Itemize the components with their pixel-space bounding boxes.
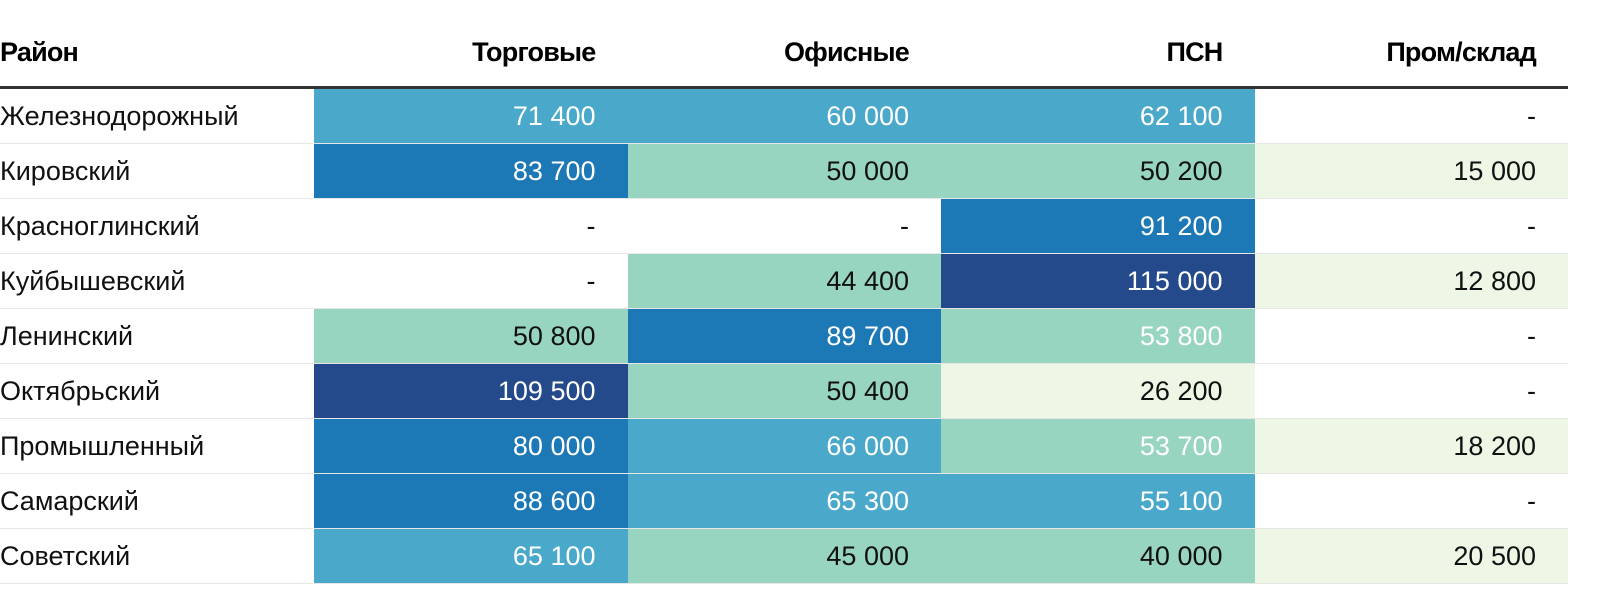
table-row: Промышленный 80 000 66 000 53 700 18 200 xyxy=(0,418,1568,474)
table-row: Красноглинский - -91 200- xyxy=(0,198,1568,254)
table-row: Ленинский 50 800 89 700 53 800- xyxy=(0,308,1568,364)
cell-retail: - xyxy=(314,253,628,309)
cell-psn: 55 100 xyxy=(941,473,1255,529)
cell-industrial: - xyxy=(1254,87,1568,144)
heatmap-table: Район Торговые Офисные ПСН Пром/склад Же… xyxy=(0,18,1568,584)
cell-psn: 62 100 xyxy=(941,87,1255,144)
cell-office: 50 000 xyxy=(627,143,941,199)
table-row: Куйбышевский -44 400 115 000 12 800 xyxy=(0,253,1568,309)
cell-psn: 53 800 xyxy=(941,308,1255,364)
table-row: Самарский 88 600 65 300 55 100- xyxy=(0,473,1568,529)
cell-psn: 26 200 xyxy=(941,363,1255,419)
cell-retail: 71 400 xyxy=(314,87,628,144)
cell-retail: 80 000 xyxy=(314,418,628,474)
cell-retail: 65 100 xyxy=(314,528,628,584)
district-name: Самарский xyxy=(0,473,314,529)
cell-office: 66 000 xyxy=(627,418,941,474)
cell-industrial: 20 500 xyxy=(1254,528,1568,584)
district-name: Промышленный xyxy=(0,418,314,474)
district-name: Октябрьский xyxy=(0,363,314,419)
column-header-industrial: Пром/склад xyxy=(1254,18,1568,89)
table-row: Кировский 83 700 50 000 50 200 15 000 xyxy=(0,143,1568,199)
cell-office: 60 000 xyxy=(627,87,941,144)
cell-psn: 115 000 xyxy=(941,253,1255,309)
cell-psn: 50 200 xyxy=(941,143,1255,199)
table-body: Железнодорожный 71 400 60 000 62 100- Кировс… xyxy=(0,87,1568,584)
cell-retail: - xyxy=(314,198,628,254)
cell-retail: 50 800 xyxy=(314,308,628,364)
heatmap-table-container: Район Торговые Офисные ПСН Пром/склад Же… xyxy=(0,18,1568,584)
cell-office: - xyxy=(627,198,941,254)
district-name: Красноглинский xyxy=(0,198,314,254)
cell-psn: 40 000 xyxy=(941,528,1255,584)
district-name: Куйбышевский xyxy=(0,253,314,309)
district-name: Ленинский xyxy=(0,308,314,364)
cell-office: 50 400 xyxy=(627,363,941,419)
table-row: Октябрьский 109 500 50 400 26 200- xyxy=(0,363,1568,419)
header-row: Район Торговые Офисные ПСН Пром/склад xyxy=(0,18,1568,89)
cell-psn: 91 200 xyxy=(941,198,1255,254)
column-header-district: Район xyxy=(0,18,314,89)
cell-industrial: 12 800 xyxy=(1254,253,1568,309)
cell-industrial: - xyxy=(1254,198,1568,254)
table-row: Железнодорожный 71 400 60 000 62 100- xyxy=(0,87,1568,144)
column-header-office: Офисные xyxy=(627,18,941,89)
cell-office: 89 700 xyxy=(627,308,941,364)
cell-industrial: - xyxy=(1254,363,1568,419)
cell-office: 65 300 xyxy=(627,473,941,529)
table-row: Советский 65 100 45 000 40 000 20 500 xyxy=(0,528,1568,584)
district-name: Советский xyxy=(0,528,314,584)
cell-retail: 109 500 xyxy=(314,363,628,419)
district-name: Железнодорожный xyxy=(0,87,314,144)
cell-office: 44 400 xyxy=(627,253,941,309)
column-header-psn: ПСН xyxy=(941,18,1255,89)
cell-industrial: - xyxy=(1254,308,1568,364)
cell-industrial: 15 000 xyxy=(1254,143,1568,199)
cell-psn: 53 700 xyxy=(941,418,1255,474)
column-header-retail: Торговые xyxy=(314,18,628,89)
cell-office: 45 000 xyxy=(627,528,941,584)
cell-retail: 88 600 xyxy=(314,473,628,529)
cell-industrial: - xyxy=(1254,473,1568,529)
cell-industrial: 18 200 xyxy=(1254,418,1568,474)
district-name: Кировский xyxy=(0,143,314,199)
cell-retail: 83 700 xyxy=(314,143,628,199)
